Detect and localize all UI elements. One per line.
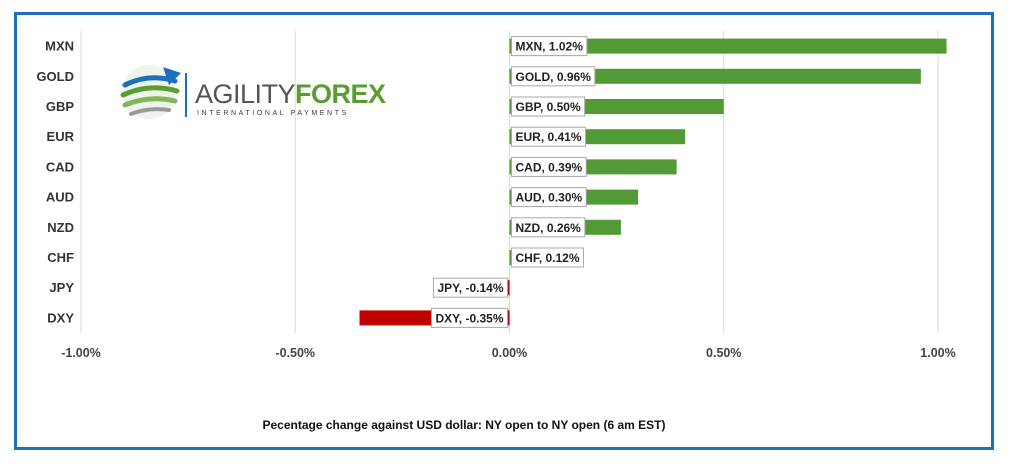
data-label-text: AUD, 0.30% xyxy=(516,191,583,205)
data-label-text: EUR, 0.41% xyxy=(516,130,582,144)
data-label-text: MXN, 1.02% xyxy=(516,40,584,54)
data-label-chf: CHF, 0.12% xyxy=(511,247,585,268)
data-label-cad: CAD, 0.39% xyxy=(511,156,587,177)
data-label-dxy: DXY, -0.35% xyxy=(430,307,508,328)
category-label-chf: CHF xyxy=(47,250,74,265)
data-label-box xyxy=(511,66,596,87)
category-label-aud: AUD xyxy=(46,190,74,205)
category-label-mxn: MXN xyxy=(45,39,74,54)
x-tick-label: 1.00% xyxy=(920,346,955,360)
logo-tagline: INTERNATIONAL PAYMENTS xyxy=(197,110,349,117)
data-label-box xyxy=(511,187,587,208)
x-axis-label: Pecentage change against USD dollar: NY … xyxy=(263,418,666,432)
data-label-gold: GOLD, 0.96% xyxy=(511,66,596,87)
data-label-mxn: MXN, 1.02% xyxy=(511,36,588,57)
bar-gold xyxy=(509,68,921,84)
logo-name-forex: FOREX xyxy=(295,79,386,109)
category-label-cad: CAD xyxy=(46,159,74,174)
data-label-gbp: GBP, 0.50% xyxy=(511,96,586,117)
category-label-jpy: JPY xyxy=(49,280,74,295)
data-label-box xyxy=(511,247,585,268)
data-label-text: CAD, 0.39% xyxy=(516,160,583,174)
bar-chart: AGILITYFOREX INTERNATIONAL PAYMENTS MXN,… xyxy=(36,31,956,432)
category-label-nzd: NZD xyxy=(47,220,74,235)
chart-frame: AGILITYFOREX INTERNATIONAL PAYMENTS MXN,… xyxy=(14,12,994,450)
category-label-gbp: GBP xyxy=(46,99,75,114)
data-label-text: DXY, -0.35% xyxy=(435,311,503,325)
agility-forex-logo: AGILITYFOREX INTERNATIONAL PAYMENTS xyxy=(120,65,387,119)
data-label-aud: AUD, 0.30% xyxy=(511,187,587,208)
data-label-box xyxy=(511,217,586,238)
x-tick-label: 0.00% xyxy=(492,346,527,360)
data-label-jpy: JPY, -0.14% xyxy=(432,277,508,298)
category-labels: MXN GOLD GBP EUR CAD AUD NZD CHF JPY DXY xyxy=(36,39,74,326)
logo-name-agility: AGILITY xyxy=(195,79,296,109)
data-label-text: GBP, 0.50% xyxy=(516,100,581,114)
data-label-box xyxy=(432,277,508,298)
data-label-box xyxy=(511,126,587,147)
category-label-dxy: DXY xyxy=(47,310,74,325)
data-label-text: JPY, -0.14% xyxy=(437,281,503,295)
data-label-box xyxy=(511,96,586,117)
data-label-box xyxy=(430,307,508,328)
category-label-gold: GOLD xyxy=(36,69,74,84)
x-tick-label: -1.00% xyxy=(61,346,101,360)
svg-text:AGILITYFOREX: AGILITYFOREX xyxy=(195,79,386,109)
data-label-box xyxy=(511,156,587,177)
data-label-text: NZD, 0.26% xyxy=(516,221,582,235)
category-label-eur: EUR xyxy=(47,129,75,144)
data-label-nzd: NZD, 0.26% xyxy=(511,217,586,238)
data-label-text: CHF, 0.12% xyxy=(516,251,580,265)
globe-icon xyxy=(120,65,181,119)
x-tick-label: 0.50% xyxy=(706,346,741,360)
x-tick-label: -0.50% xyxy=(275,346,315,360)
data-label-box xyxy=(511,36,588,57)
x-tick-labels: -1.00% -0.50% 0.00% 0.50% 1.00% xyxy=(61,346,956,360)
bar-mxn xyxy=(509,38,947,54)
data-label-eur: EUR, 0.41% xyxy=(511,126,587,147)
data-label-text: GOLD, 0.96% xyxy=(516,70,592,84)
bars: MXN, 1.02% GOLD, 0.96% GBP, 0.50% EUR, 0.41… xyxy=(359,36,947,328)
